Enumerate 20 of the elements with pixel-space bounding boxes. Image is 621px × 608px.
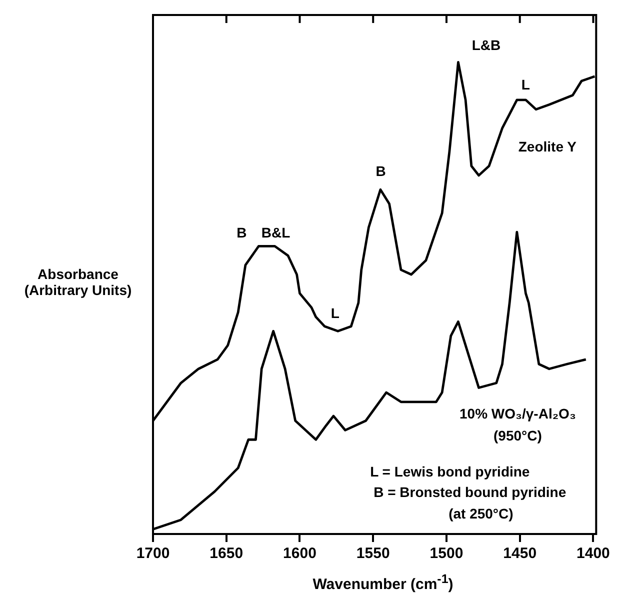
series-label: Zeolite Y [518,138,578,155]
annotation: B [376,163,386,180]
x-tick-label: 1500 [430,545,464,562]
annotation: L [330,304,340,321]
annotation: B = Bronsted bound pyridine [374,484,566,500]
annotation: (at 250°C) [448,506,514,522]
annotation: L = Lewis bond pyridine [370,464,530,480]
text: L&B [472,37,501,53]
x-tick-label: 1450 [503,545,537,562]
x-tick-label: 1700 [136,545,170,562]
annotation: B [236,224,247,240]
y-axis-title: Absorbance (Arbitrary Units) [23,266,133,298]
series-label: 10% WO₃/γ-Al₂O₃ (950°C) [460,405,576,444]
x-axis-title: Wavenumber (cm$^{-1}$) [312,572,454,593]
x-tick-label: 1600 [283,545,316,562]
annotation: L [521,76,530,92]
x-tick-label: 1400 [576,545,610,562]
annotation: B&L [261,224,291,240]
x-tick-label: 1650 [210,545,244,562]
x-tick-label: 1550 [356,545,390,562]
